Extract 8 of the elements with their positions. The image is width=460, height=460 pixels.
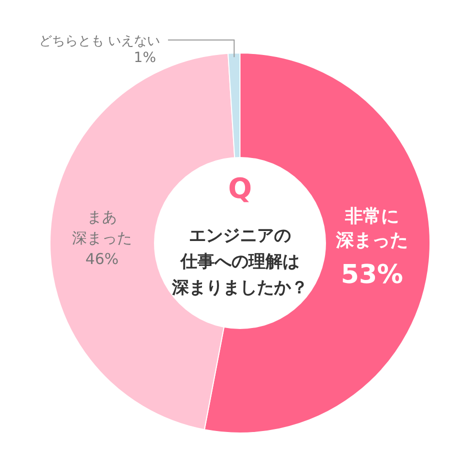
text: Q <box>228 172 252 205</box>
data-label: 53% <box>340 260 404 290</box>
data-label: 1% <box>134 50 156 66</box>
data-label: 46% <box>85 250 119 268</box>
slice-label: まあ深まった <box>72 208 132 247</box>
text: エンジニアの仕事への理解は深まりましたか？ <box>171 226 308 298</box>
slice-label: どちらとも いえない <box>38 34 160 49</box>
slice-label: 非常に深まった <box>335 206 408 251</box>
